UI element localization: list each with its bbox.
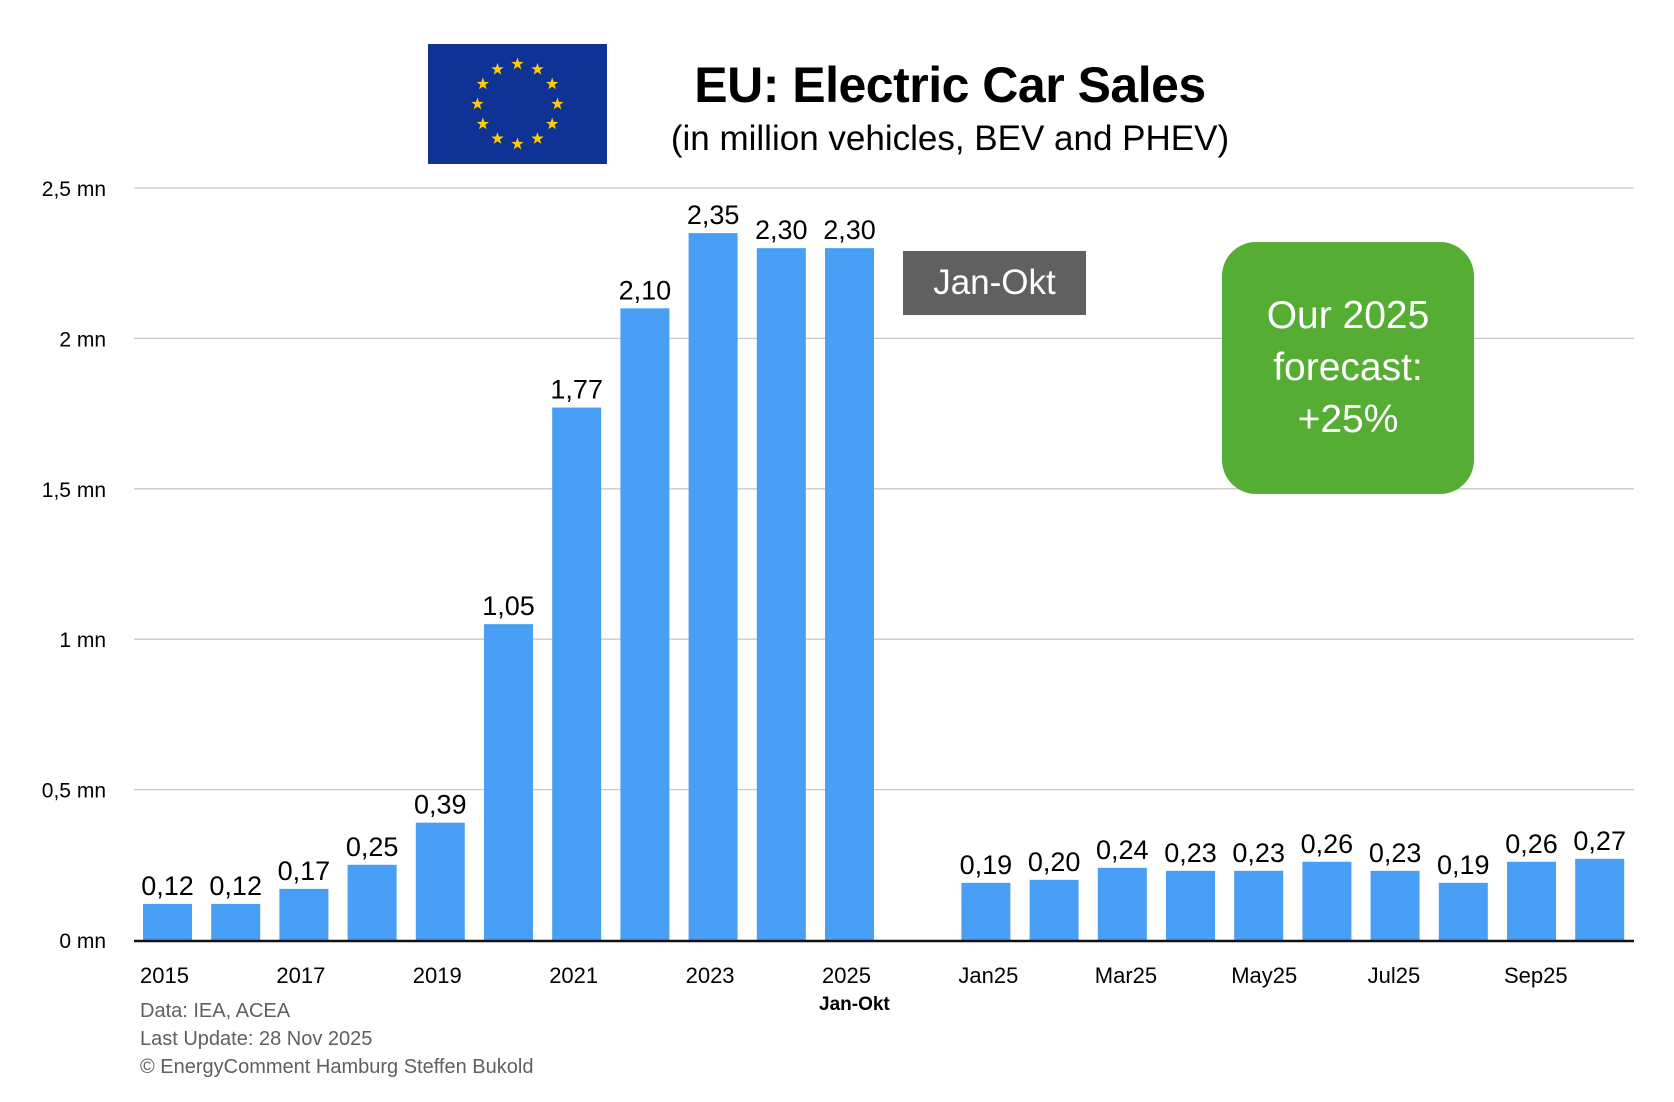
jan-okt-annotation-text: Jan-Okt <box>933 263 1056 302</box>
bar <box>279 888 329 940</box>
flag-star-icon <box>551 97 564 110</box>
bar <box>415 822 465 940</box>
x-tick-label: 2017 <box>276 963 325 988</box>
bar <box>688 233 738 940</box>
data-label: 0,24 <box>1096 835 1149 865</box>
flag-star-icon <box>491 132 504 144</box>
data-label: 0,19 <box>960 850 1013 880</box>
footer: Data: IEA, ACEA Last Update: 28 Nov 2025… <box>140 997 533 1081</box>
data-label: 0,23 <box>1232 838 1285 868</box>
bar <box>552 407 602 941</box>
flag-star-icon <box>471 97 484 110</box>
bar <box>961 882 1011 940</box>
eu-flag-icon <box>428 44 607 164</box>
flag-star-icon <box>545 117 559 130</box>
data-label: 0,12 <box>141 871 194 901</box>
bar <box>825 248 874 940</box>
data-label: 1,77 <box>550 375 603 405</box>
bar <box>1166 870 1215 940</box>
x-tick-label: Jul25 <box>1368 963 1421 988</box>
y-tick-label: 0,5 mn <box>42 780 106 803</box>
data-label: 1,05 <box>482 591 535 621</box>
flag-star-icon <box>531 132 544 144</box>
x-tick-label: Sep25 <box>1504 963 1568 988</box>
bar <box>1029 879 1079 940</box>
chart-title: EU: Electric Car Sales <box>694 57 1206 113</box>
data-label: 0,12 <box>209 871 262 901</box>
bar <box>143 903 192 940</box>
x-tick-sublabel: Jan-Okt <box>819 994 890 1015</box>
y-tick-label: 2 mn <box>59 328 106 351</box>
bar <box>1507 861 1556 940</box>
x-tick-label: 2015 <box>140 963 189 988</box>
y-tick-label: 2,5 mn <box>42 178 106 201</box>
footer-source: Data: IEA, ACEA <box>140 1000 291 1022</box>
bar <box>347 864 397 940</box>
jan-okt-annotation: Jan-Okt <box>903 251 1086 315</box>
bar <box>1370 870 1420 940</box>
bar <box>1234 870 1284 940</box>
x-tick-label: 2023 <box>686 963 735 988</box>
bar <box>1097 867 1147 940</box>
y-tick-label: 0 mn <box>59 930 106 953</box>
flag-star-icon <box>511 57 524 70</box>
x-tick-label: Jan25 <box>958 963 1018 988</box>
data-label: 0,39 <box>414 790 467 820</box>
bar <box>211 903 261 940</box>
chart-subtitle: (in million vehicles, BEV and PHEV) <box>670 119 1230 158</box>
forecast-line-1: Our 2025 <box>1266 294 1430 337</box>
bar <box>1302 861 1352 940</box>
x-tick-label: 2025 <box>822 963 871 988</box>
flag-star-icon <box>491 62 504 75</box>
footer-updated: Last Update: 28 Nov 2025 <box>140 1028 373 1050</box>
flag-star-icon <box>531 62 544 75</box>
bar <box>1575 858 1625 940</box>
data-label: 2,10 <box>619 275 672 305</box>
data-label: 2,30 <box>755 215 808 245</box>
data-label: 0,25 <box>346 832 399 862</box>
data-label: 0,23 <box>1369 838 1422 868</box>
y-tick-label: 1,5 mn <box>42 479 106 502</box>
data-label: 0,26 <box>1505 829 1558 859</box>
bar <box>756 248 806 940</box>
footer-copyright: © EnergyComment Hamburg Steffen Bukold <box>140 1056 534 1078</box>
data-label: 0,26 <box>1301 829 1354 859</box>
bar <box>484 624 533 940</box>
forecast-line-2: forecast: <box>1273 346 1423 389</box>
forecast-callout: Our 2025 forecast: +25% <box>1222 242 1474 494</box>
flag-star-icon <box>511 137 524 150</box>
flag-star-icon <box>476 77 490 90</box>
y-tick-label: 1 mn <box>59 629 106 652</box>
data-label: 0,23 <box>1164 838 1217 868</box>
data-label: 0,27 <box>1573 826 1626 856</box>
data-label: 2,30 <box>823 215 876 245</box>
data-label: 0,20 <box>1028 847 1081 877</box>
flag-star-icon <box>476 117 490 130</box>
x-tick-label: May25 <box>1231 963 1297 988</box>
bar <box>1438 882 1488 940</box>
forecast-line-3: +25% <box>1297 398 1399 441</box>
x-tick-label: 2021 <box>549 963 598 988</box>
x-tick-label: Mar25 <box>1095 963 1157 988</box>
data-label: 0,19 <box>1437 850 1490 880</box>
flag-star-icon <box>545 77 559 90</box>
bar <box>620 308 670 940</box>
data-label: 0,17 <box>278 856 331 886</box>
data-label: 2,35 <box>687 200 740 230</box>
x-tick-label: 2019 <box>413 963 462 988</box>
